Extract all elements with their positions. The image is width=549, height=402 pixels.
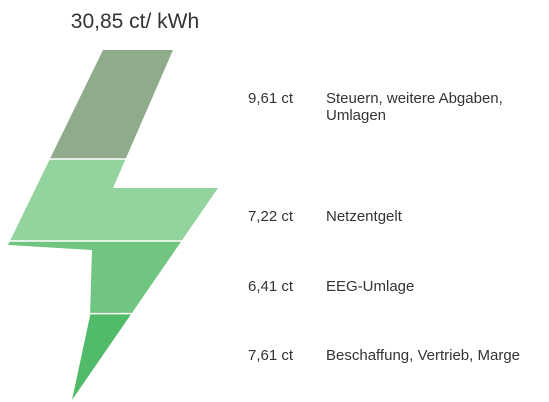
category-label: Beschaffung, Vertrieb, Marge bbox=[326, 347, 521, 364]
value-label: 7,61 ct bbox=[248, 347, 294, 364]
bolt-segment bbox=[8, 50, 218, 160]
chart-title: 30,85 ct/ kWh bbox=[70, 10, 200, 33]
category-label: Steuern, weitere Abgaben, Umlagen bbox=[326, 90, 503, 124]
bolt-segment bbox=[8, 313, 218, 400]
bolt-segment bbox=[8, 159, 218, 241]
category-label: Netzentgelt bbox=[326, 208, 402, 225]
bolt-segment bbox=[8, 240, 218, 314]
category-label: EEG-Umlage bbox=[326, 278, 415, 295]
value-label: 7,22 ct bbox=[248, 208, 294, 225]
value-label: 9,61 ct bbox=[248, 90, 294, 107]
value-label: 6,41 ct bbox=[248, 278, 294, 295]
